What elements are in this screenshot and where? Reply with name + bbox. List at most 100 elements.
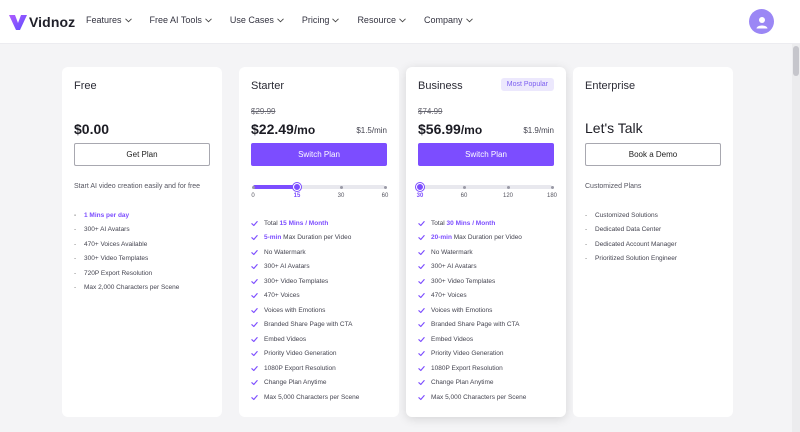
slider-tick: 0 xyxy=(251,193,255,199)
slider-step[interactable] xyxy=(339,186,343,189)
page-scrollbar[interactable] xyxy=(792,44,800,432)
nav-free-ai-tools[interactable]: Free AI Tools xyxy=(150,15,212,25)
feature-item: -470+ Voices Available xyxy=(74,240,148,248)
logo-v-icon xyxy=(9,15,27,30)
feature-item: - Prioritized Solution Engineer xyxy=(585,255,678,263)
user-avatar[interactable] xyxy=(749,9,774,34)
slider-track[interactable] xyxy=(420,185,552,189)
price-unit: /mo xyxy=(460,123,483,137)
get-plan-button[interactable]: Get Plan xyxy=(74,143,210,166)
slider-track[interactable] xyxy=(253,185,385,189)
feature-item: Priority Video Generation xyxy=(418,347,526,362)
feature-item: Branded Share Page with CTA xyxy=(418,318,526,333)
nav-label: Company xyxy=(423,15,463,25)
original-price: $29.99 xyxy=(251,107,276,116)
nav-use-cases[interactable]: Use Cases xyxy=(230,15,284,25)
main-nav: Features Free AI Tools Use Cases Pricing… xyxy=(86,15,491,25)
logo-text: Vidnoz xyxy=(29,14,76,30)
feature-text: 1080P Export Resolution xyxy=(431,365,503,372)
slider-step[interactable] xyxy=(462,186,466,189)
plan-card-business: Business Most Popular $74.99 $56.99/mo $… xyxy=(406,67,566,417)
feature-item: - Customized Solutions xyxy=(585,211,658,219)
feature-item: 300+ AI Avatars xyxy=(251,260,359,275)
plan-description: Customized Plans xyxy=(585,183,642,190)
feature-list: - Customized Solutions - Dedicated Data Ce… xyxy=(585,208,677,266)
feature-item: Voices with Emotions xyxy=(251,303,359,318)
check-icon xyxy=(418,235,425,241)
feature-body: Change Plan Anytime xyxy=(264,379,327,387)
slider-step[interactable] xyxy=(383,186,387,189)
feature-text: 1080P Export Resolution xyxy=(264,365,336,372)
feature-item: Priority Video Generation xyxy=(251,347,359,362)
feature-item: Embed Videos xyxy=(418,332,526,347)
vidnoz-logo[interactable]: Vidnoz xyxy=(8,11,75,33)
chevron-down-icon xyxy=(332,17,340,22)
feature-item: -300+ Video Templates xyxy=(74,255,149,263)
switch-plan-button[interactable]: Switch Plan xyxy=(251,143,387,166)
check-icon xyxy=(418,293,425,299)
feature-body: Embed Videos xyxy=(431,335,474,343)
slider-handle[interactable] xyxy=(292,183,301,191)
chevron-down-icon xyxy=(124,17,132,22)
feature-item: Branded Share Page with CTA xyxy=(251,318,359,333)
slider-step[interactable] xyxy=(550,186,554,189)
plan-name: Free xyxy=(74,80,97,92)
feature-text: Prioritized Solution Engineer xyxy=(595,255,678,263)
plan-card-starter: Starter $29.99 $22.49/mo $1.5/min Switch… xyxy=(239,67,399,417)
feature-list: Total 30 Mins / Month 20-min Max Duration… xyxy=(418,216,526,405)
feature-emphasis: 5-min xyxy=(264,234,282,242)
feature-emphasis: 15 Mins / Month xyxy=(279,219,329,227)
minutes-slider[interactable]: 30 60 120 180 xyxy=(416,183,557,204)
book-demo-button[interactable]: Book a Demo xyxy=(585,143,721,166)
feature-text: 470+ Voices xyxy=(264,292,300,299)
feature-body: Priority Video Generation xyxy=(264,350,337,358)
feature-text: 470+ Voices xyxy=(431,292,467,299)
most-popular-badge: Most Popular xyxy=(500,78,554,91)
feature-list: Total 15 Mins / Month 5-min Max Duration … xyxy=(251,216,359,405)
feature-item: Total 15 Mins / Month xyxy=(251,216,359,231)
feature-item: 470+ Voices xyxy=(251,289,359,304)
slider-handle[interactable] xyxy=(416,183,424,191)
check-icon xyxy=(251,249,258,255)
feature-text: 20-min Max Duration per Video xyxy=(431,234,522,241)
slider-step[interactable] xyxy=(506,186,510,189)
check-icon xyxy=(251,264,258,270)
feature-item: - Dedicated Data Center xyxy=(585,226,662,234)
check-icon xyxy=(418,264,425,270)
top-navigation-bar: Vidnoz Features Free AI Tools Use Cases … xyxy=(0,0,800,44)
feature-item: Change Plan Anytime xyxy=(418,376,526,391)
chevron-down-icon xyxy=(277,17,284,22)
feature-item: 300+ AI Avatars xyxy=(418,260,526,275)
feature-body: 300+ AI Avatars xyxy=(431,263,477,271)
nav-company[interactable]: Company xyxy=(424,15,473,25)
feature-text: 300+ Video Templates xyxy=(431,278,495,285)
feature-text: 1 Mins per day xyxy=(84,211,130,219)
nav-resource[interactable]: Resource xyxy=(357,15,406,25)
feature-body: Max 5,000 Characters per Scene xyxy=(431,393,527,401)
nav-pricing[interactable]: Pricing xyxy=(302,15,340,25)
minutes-slider[interactable]: 0 15 30 60 xyxy=(251,183,388,204)
feature-text: Change Plan Anytime xyxy=(264,379,327,386)
feature-text: Embed Videos xyxy=(431,336,473,343)
check-icon xyxy=(251,365,258,371)
switch-plan-button[interactable]: Switch Plan xyxy=(418,143,554,166)
slider-tick: 60 xyxy=(381,193,389,199)
feature-item: No Watermark xyxy=(418,245,526,260)
feature-body: Voices with Emotions xyxy=(264,306,326,314)
feature-body: 300+ Video Templates xyxy=(264,277,329,285)
feature-body: Max 5,000 Characters per Scene xyxy=(264,393,360,401)
chevron-down-icon xyxy=(399,17,406,22)
feature-text: 300+ AI Avatars xyxy=(431,263,477,270)
slider-tick: 180 xyxy=(546,193,558,199)
nav-features[interactable]: Features xyxy=(86,15,132,25)
feature-text: Dedicated Data Center xyxy=(595,226,662,234)
feature-body: Branded Share Page with CTA xyxy=(431,321,520,329)
check-icon xyxy=(251,394,258,400)
slider-step[interactable] xyxy=(251,186,255,189)
scrollbar-thumb[interactable] xyxy=(793,46,799,76)
feature-text: 5-min Max Duration per Video xyxy=(264,234,351,241)
check-icon xyxy=(418,220,425,226)
feature-item: 1080P Export Resolution xyxy=(418,361,526,376)
plan-card-free: Free $0.00 Get Plan Start AI video creat… xyxy=(62,67,222,417)
check-icon xyxy=(418,278,425,284)
